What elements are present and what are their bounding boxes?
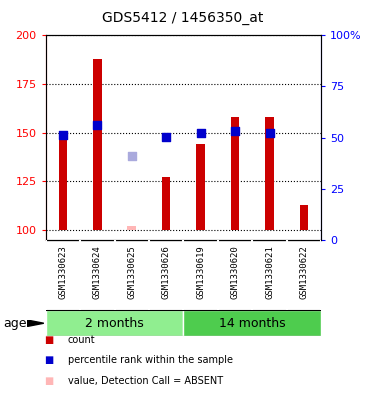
Text: GSM1330625: GSM1330625 — [127, 245, 136, 299]
Text: percentile rank within the sample: percentile rank within the sample — [68, 355, 233, 365]
Text: value, Detection Call = ABSENT: value, Detection Call = ABSENT — [68, 376, 223, 386]
Text: ■: ■ — [44, 376, 53, 386]
Text: GSM1330623: GSM1330623 — [58, 245, 68, 299]
Point — [60, 132, 66, 138]
Text: ■: ■ — [44, 335, 53, 345]
Text: GSM1330620: GSM1330620 — [231, 245, 239, 299]
Bar — [58, 137, 67, 230]
Text: 2 months: 2 months — [85, 317, 144, 330]
Text: GDS5412 / 1456350_at: GDS5412 / 1456350_at — [102, 11, 263, 25]
Bar — [231, 117, 239, 230]
Point — [163, 134, 169, 140]
Text: 14 months: 14 months — [219, 317, 286, 330]
Text: GSM1330619: GSM1330619 — [196, 245, 205, 299]
Text: age: age — [4, 317, 27, 330]
Text: GSM1330622: GSM1330622 — [299, 245, 308, 299]
Text: count: count — [68, 335, 95, 345]
Text: GSM1330621: GSM1330621 — [265, 245, 274, 299]
Point — [95, 122, 100, 128]
Bar — [300, 205, 308, 230]
Point — [232, 128, 238, 134]
Polygon shape — [27, 320, 44, 327]
Bar — [183, 310, 321, 336]
Bar — [196, 144, 205, 230]
Bar — [265, 117, 274, 230]
Bar — [162, 178, 170, 230]
Text: ■: ■ — [44, 355, 53, 365]
Point — [266, 130, 272, 136]
Bar — [46, 310, 183, 336]
Bar — [127, 226, 136, 230]
Point — [198, 130, 204, 136]
Point — [129, 153, 135, 159]
Text: GSM1330624: GSM1330624 — [93, 245, 102, 299]
Text: GSM1330626: GSM1330626 — [162, 245, 171, 299]
Bar — [93, 59, 101, 230]
